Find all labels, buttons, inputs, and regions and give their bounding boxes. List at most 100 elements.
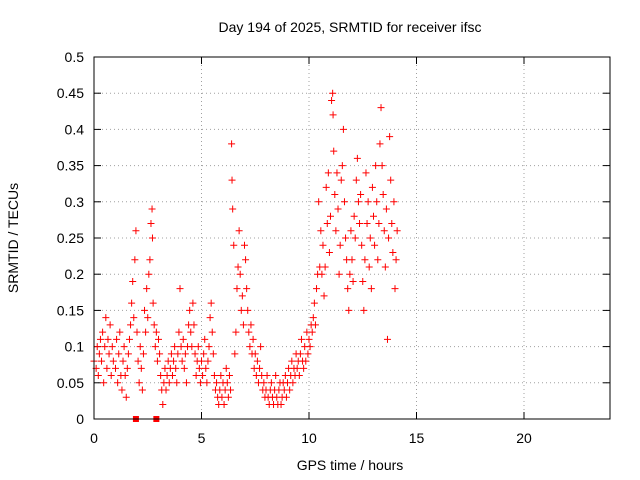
data-point	[201, 335, 209, 343]
data-point	[243, 285, 251, 293]
data-point	[191, 350, 199, 358]
data-point	[107, 372, 115, 380]
data-point	[202, 364, 210, 372]
data-point	[241, 241, 248, 249]
data-point	[151, 343, 159, 351]
data-point	[335, 270, 343, 278]
data-point	[245, 328, 253, 336]
data-point	[249, 335, 257, 343]
data-point	[128, 299, 136, 307]
data-point	[371, 241, 379, 249]
data-point	[99, 328, 107, 336]
data-point	[231, 350, 239, 358]
data-point	[366, 234, 374, 242]
data-point	[340, 198, 348, 206]
data-point	[385, 234, 393, 242]
data-point	[181, 350, 189, 358]
data-point	[224, 393, 232, 401]
data-point	[320, 292, 328, 300]
data-point	[244, 306, 252, 314]
data-point	[348, 256, 356, 264]
data-point	[210, 372, 218, 380]
data-point	[168, 372, 176, 380]
y-tick-label: 0.45	[57, 85, 84, 101]
data-point	[228, 176, 236, 184]
data-point	[114, 379, 122, 387]
data-point	[375, 220, 383, 228]
data-point	[239, 321, 247, 329]
data-point	[386, 133, 394, 141]
data-point	[236, 270, 244, 278]
data-point	[207, 299, 215, 307]
data-point	[323, 220, 331, 228]
data-point	[302, 357, 310, 365]
data-point	[367, 285, 375, 293]
data-point	[104, 335, 112, 343]
data-point	[352, 176, 360, 184]
data-point	[171, 343, 179, 351]
data-point	[358, 241, 366, 249]
y-tick-label: 0.2	[65, 266, 85, 282]
data-point	[387, 176, 395, 184]
data-point	[135, 379, 143, 387]
data-point	[172, 364, 180, 372]
data-point	[209, 350, 217, 358]
data-point	[198, 357, 205, 365]
data-point	[141, 306, 149, 314]
data-point	[392, 256, 400, 264]
data-point	[321, 263, 329, 271]
data-point	[331, 191, 339, 199]
data-point	[328, 96, 336, 104]
data-point	[138, 386, 146, 394]
data-point	[315, 198, 323, 206]
data-point	[310, 299, 318, 307]
data-point	[372, 162, 380, 170]
data-point	[229, 205, 237, 213]
y-tick-label: 0.3	[65, 194, 85, 210]
data-point	[112, 364, 119, 372]
data-point	[354, 198, 362, 206]
data-point	[381, 263, 389, 271]
data-point	[228, 140, 236, 148]
y-tick-label: 0.25	[57, 230, 84, 246]
data-point	[162, 386, 170, 394]
data-point	[150, 321, 158, 329]
data-point	[147, 220, 155, 228]
data-point	[148, 234, 156, 242]
data-point	[153, 357, 161, 365]
data-point	[311, 321, 319, 329]
data-point	[306, 343, 314, 351]
data-point	[142, 328, 150, 336]
data-point	[377, 104, 385, 112]
data-point	[374, 256, 382, 264]
data-point	[195, 364, 203, 372]
plot-frame	[93, 56, 611, 420]
data-point	[288, 357, 296, 365]
data-point	[204, 357, 212, 365]
data-point	[119, 357, 127, 365]
data-point	[234, 263, 242, 271]
data-point	[116, 328, 124, 336]
data-point	[96, 335, 104, 343]
y-tick-label: 0.4	[65, 121, 85, 137]
data-point	[105, 350, 113, 358]
data-point	[182, 379, 190, 387]
data-point	[188, 343, 196, 351]
data-point	[305, 335, 313, 343]
data-point	[364, 198, 372, 206]
data-point	[329, 111, 337, 119]
data-point	[349, 277, 357, 285]
chart-title: Day 194 of 2025, SRMTID for receiver ifs…	[219, 19, 482, 35]
data-point	[189, 299, 197, 307]
data-point	[391, 285, 399, 293]
data-point	[308, 328, 316, 336]
data-point	[167, 350, 175, 358]
data-point	[334, 205, 342, 213]
data-point	[125, 335, 133, 343]
data-point	[389, 248, 397, 256]
data-point	[382, 205, 390, 213]
data-point	[246, 343, 254, 351]
data-point	[376, 140, 384, 148]
data-point	[196, 379, 204, 387]
data-point	[94, 372, 102, 380]
